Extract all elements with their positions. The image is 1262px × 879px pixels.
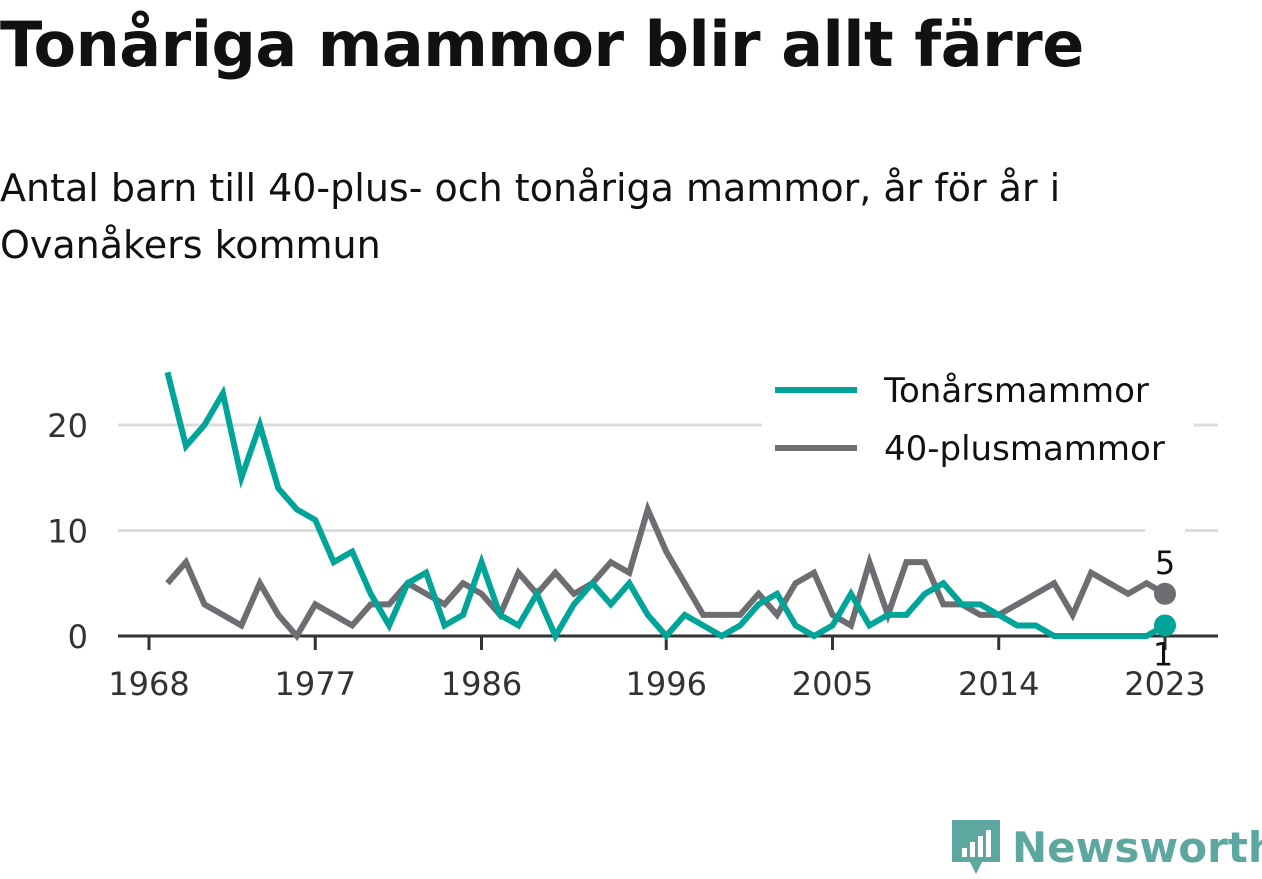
end-label-40-plusmammor: 5 [1155,544,1175,582]
y-tick-label-20: 20 [47,407,88,445]
legend-label-Tonårsmammor: Tonårsmammor [883,371,1149,411]
y-tick-label-0: 0 [68,618,88,656]
end-label-bg-top [1145,527,1185,570]
x-tick-label-2005: 2005 [792,665,873,703]
x-tick-label-1986: 1986 [441,665,522,703]
x-tick-label-1996: 1996 [626,665,707,703]
x-tick-label-2014: 2014 [958,665,1039,703]
chart-title: Tonåriga mammor blir allt färre [0,8,1084,81]
newsworthy-logo-icon [952,820,1000,874]
x-tick-label-1968: 1968 [108,665,189,703]
legend-background [762,366,1194,478]
x-axis: 1968 1977 1986 1996 2005 2014 2023 [108,634,1218,703]
end-point-Tonårsmammor [1154,614,1176,637]
legend-label-40-plusmammor: 40-plusmammor [884,429,1165,469]
end-label-tonarsmammor: 1 [1153,635,1173,673]
chart-subtitle: Antal barn till 40-plus- och tonåriga ma… [0,166,1061,267]
x-tick-label-2023: 2023 [1124,665,1205,703]
end-labels: 51 [1145,527,1185,673]
newsworthy-logo[interactable]: Newsworthy [950,818,1262,876]
x-tick-label-1977: 1977 [275,665,356,703]
series-line-Tonårsmammor [164,371,1167,643]
newsworthy-wordmark: Newsworthy [1012,822,1262,872]
series-lines [164,371,1176,643]
y-axis-ticks: 0 10 20 [47,407,88,656]
y-tick-label-10: 10 [47,513,88,551]
end-point-40-plusmammor [1154,582,1176,605]
legend: Tonårsmammor 40-plusmammor [762,366,1194,478]
